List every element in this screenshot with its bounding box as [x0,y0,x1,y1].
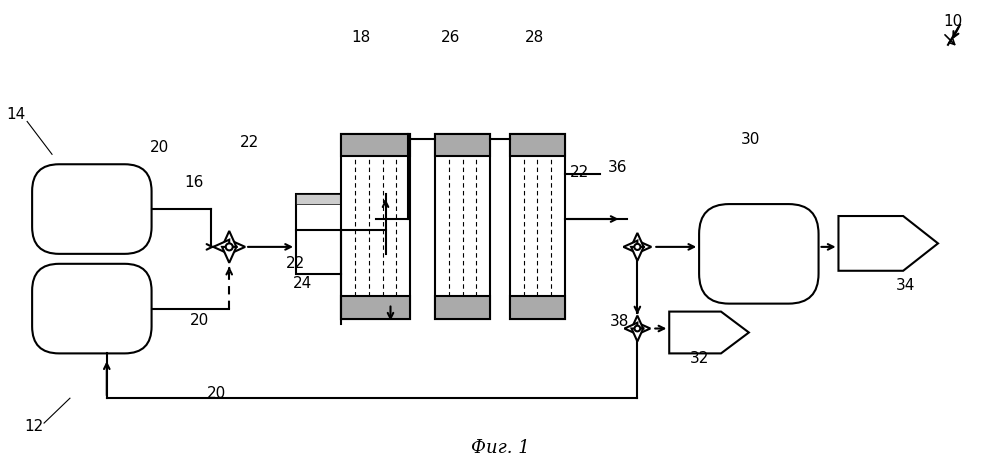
Text: 20: 20 [207,386,226,401]
Text: 12: 12 [24,419,44,434]
Bar [435,134,490,157]
Text: Фиг. 1: Фиг. 1 [471,439,529,457]
Polygon shape [623,241,637,253]
Polygon shape [213,240,229,254]
Polygon shape [637,323,650,334]
Polygon shape [669,312,749,353]
Text: 30: 30 [741,132,761,147]
Text: 24: 24 [293,276,313,291]
Bar [341,134,410,157]
Text: 22: 22 [570,165,589,180]
Polygon shape [229,240,245,254]
Text: 20: 20 [190,313,209,328]
Text: 16: 16 [185,175,204,190]
Text: 28: 28 [525,30,544,45]
Circle shape [634,244,640,250]
Text: 18: 18 [351,30,370,45]
Polygon shape [631,247,644,261]
Bar [510,134,565,157]
Bar [435,134,490,319]
Bar [341,134,410,319]
Polygon shape [631,233,644,247]
Polygon shape [838,216,938,271]
Polygon shape [632,316,643,329]
Text: 22: 22 [286,256,306,271]
Bar [510,134,565,319]
Bar [510,297,565,319]
Polygon shape [637,241,651,253]
Polygon shape [222,247,236,263]
Text: 20: 20 [150,140,169,155]
Text: 22: 22 [240,135,259,150]
Text: 14: 14 [7,107,26,122]
Text: 26: 26 [441,30,460,45]
Text: 38: 38 [610,314,629,329]
Text: 32: 32 [689,351,709,366]
Bar [435,297,490,319]
FancyBboxPatch shape [699,204,819,303]
FancyBboxPatch shape [32,264,152,353]
FancyBboxPatch shape [32,164,152,254]
Bar [296,194,386,204]
Text: 10: 10 [943,14,963,29]
Polygon shape [624,323,637,334]
Circle shape [635,326,640,331]
Text: 36: 36 [608,160,627,175]
Bar [296,194,386,274]
Polygon shape [222,231,236,247]
Bar [341,297,410,319]
Circle shape [226,243,233,251]
Text: 34: 34 [895,278,915,293]
Polygon shape [632,329,643,341]
